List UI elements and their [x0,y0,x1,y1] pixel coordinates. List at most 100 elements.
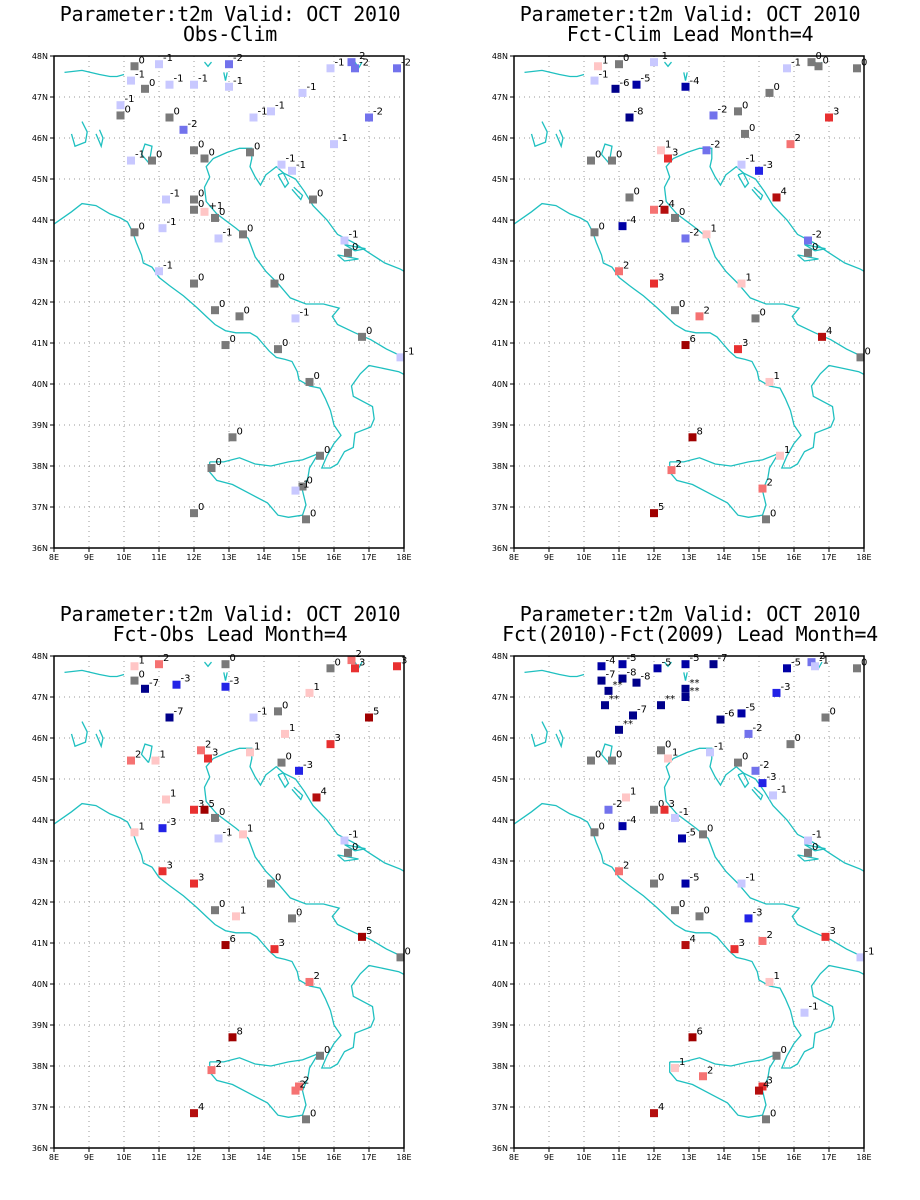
station-value: -1 [125,94,135,105]
panel-fct-obs: Parameter:t2m Valid: OCT 2010 Fct-Obs Le… [0,600,460,1200]
station-marker [681,693,690,701]
station-marker [853,64,861,73]
station-marker [671,213,679,222]
station-marker [351,64,359,73]
x-tick-label: 11E [611,1153,626,1162]
station-value: -7 [149,678,159,689]
station-value: 0 [679,299,685,310]
station-value: 6 [697,1026,703,1037]
station-marker [587,756,595,765]
station-value: 3 [833,107,839,118]
station-marker [681,879,690,888]
station-marker [734,758,742,767]
panel-subtitle: Fct-Obs Lead Month=4 [112,622,348,646]
x-tick-label: 12E [646,553,661,562]
y-tick-label: 46N [32,134,48,143]
station-marker [681,234,690,243]
station-marker [667,466,676,475]
coastline [223,672,228,681]
station-value: 0 [679,207,685,218]
coastline [344,843,366,852]
station-marker [734,107,742,116]
station-value: -3 [230,676,240,687]
station-marker [130,828,139,837]
station-marker [165,80,174,89]
coastline [751,786,764,801]
station-value: -1 [812,830,822,841]
station-value: 4 [658,1102,664,1113]
station-marker [249,713,258,722]
station-value: 1 [170,789,176,800]
station-marker [618,222,627,231]
station-marker [604,686,613,695]
x-tick-label: 18E [396,553,411,562]
station-marker [769,791,777,800]
panel-subtitle: Obs-Clim [183,22,277,46]
station-value: -7 [174,707,184,718]
station-value: -1 [198,74,208,85]
station-marker [709,660,718,669]
station-marker [632,80,641,89]
y-tick-label: 42N [492,298,508,307]
y-tick-label: 44N [492,816,508,825]
station-marker [274,707,282,716]
station-value: -1 [258,107,268,118]
coastline [291,786,304,801]
station-value: 0 [247,223,253,234]
station-value: 0 [254,141,260,152]
station-marker [162,795,170,804]
station-value: 0 [599,221,605,232]
station-marker [751,314,760,323]
station-value: -1 [819,655,829,666]
station-value: -5 [791,657,801,668]
station-value: ** [690,678,700,689]
coastline [204,61,212,68]
coastline-layer [54,61,404,518]
station-marker [326,64,335,73]
station-marker [162,195,170,204]
station-marker [221,341,230,350]
station-marker [190,805,198,814]
station-marker [786,140,795,149]
station-value: -1 [163,260,173,271]
y-tick-label: 42N [32,898,48,907]
station-marker [695,912,704,921]
x-tick-label: 9E [84,553,94,562]
station-marker [807,658,816,667]
station-marker [615,867,623,876]
station-value: 1 [254,741,260,752]
station-value: 0 [209,148,215,159]
station-marker [130,676,139,685]
station-value: 0 [795,733,801,744]
x-tick-label: 10E [116,553,131,562]
coastline [64,669,125,678]
station-value: -4 [627,215,637,226]
coastline [209,452,320,518]
station-marker [664,154,672,163]
station-marker [681,941,690,950]
station-marker [776,451,784,460]
station-value: -1 [135,150,145,161]
station-value: 0 [679,899,685,910]
station-marker [597,662,606,671]
station-value: -3 [781,682,791,693]
station-marker [650,879,658,888]
y-tick-label: 38N [492,1062,508,1071]
station-value: -1 [777,784,787,795]
station-value: -1 [275,100,285,111]
station-value: ** [623,719,633,730]
station-value: 3 [658,273,664,284]
station-marker [671,306,679,315]
station-marker [744,729,753,738]
y-tick-label: 42N [492,898,508,907]
x-tick-label: 18E [856,1153,871,1162]
station-marker [340,236,349,245]
station-marker [312,793,321,802]
station-value: 0 [770,1108,776,1119]
x-tick-label: 9E [84,1153,94,1162]
x-tick-label: 10E [576,553,591,562]
station-marker [249,113,258,122]
y-tick-label: 43N [492,857,508,866]
station-marker [141,684,149,693]
x-tick-label: 15E [291,1153,306,1162]
